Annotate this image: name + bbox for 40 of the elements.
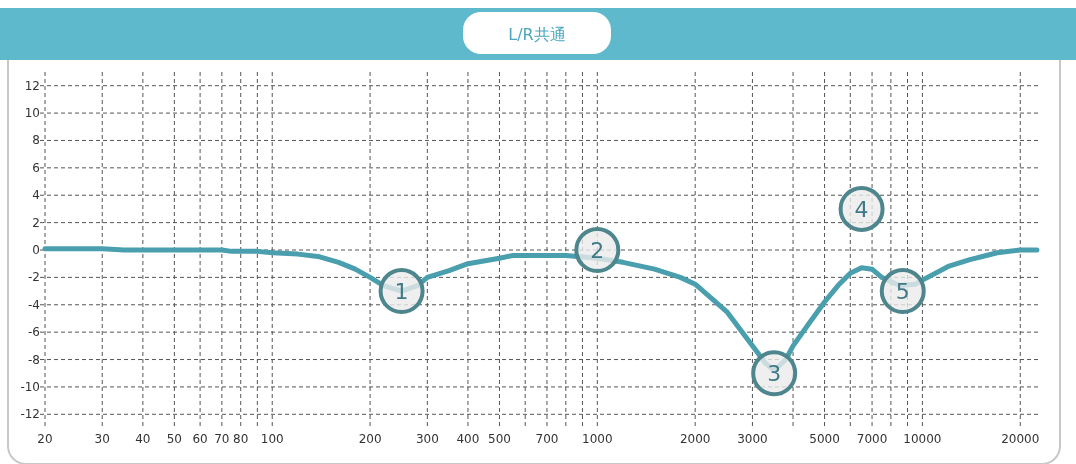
x-tick-label: 20 bbox=[37, 432, 53, 446]
annotation: 3 bbox=[767, 361, 782, 387]
annotation: 1 bbox=[394, 279, 409, 305]
y-tick-label: -8 bbox=[28, 352, 40, 367]
x-tick-label: 50 bbox=[166, 432, 183, 446]
x-tick-label: 500 bbox=[488, 432, 511, 446]
x-tick-label: 3000 bbox=[737, 432, 768, 446]
y-tick-label: -2 bbox=[28, 270, 40, 285]
y-tick-label: 8 bbox=[32, 133, 40, 148]
x-tick-label: 200 bbox=[358, 432, 382, 446]
y-tick-label: -12 bbox=[20, 407, 40, 422]
chart-title: L/R共通 bbox=[508, 25, 566, 44]
x-tick-label: 1000 bbox=[582, 432, 613, 446]
x-tick-label: 40 bbox=[135, 432, 151, 446]
x-tick-label: 70 bbox=[214, 432, 230, 446]
y-tick-label: 4 bbox=[32, 188, 40, 203]
y-tick-label: 0 bbox=[32, 243, 40, 257]
x-tick-label: 10000 bbox=[903, 432, 942, 446]
x-tick-label: 20000 bbox=[1001, 432, 1040, 446]
y-tick-label: -6 bbox=[28, 325, 40, 340]
title: L/R共通 bbox=[463, 12, 611, 54]
annotation: 2 bbox=[590, 238, 605, 263]
y-tick-label: 6 bbox=[32, 160, 40, 175]
annotation: 4 bbox=[854, 196, 869, 222]
x-tick-label: 7000 bbox=[856, 432, 888, 446]
x-tick-label: 5000 bbox=[809, 432, 840, 446]
x-tick-label: 400 bbox=[456, 432, 480, 446]
x-tick-label: 2000 bbox=[679, 432, 711, 446]
annotation: 5 bbox=[895, 279, 910, 305]
y-tick-label: -4 bbox=[28, 297, 40, 312]
y-tick-label: 12 bbox=[24, 78, 40, 93]
y-tick-label: 10 bbox=[24, 106, 40, 121]
x-tick-label: 100 bbox=[260, 432, 284, 446]
x-tick-label: 60 bbox=[192, 432, 208, 446]
x-tick-label: 30 bbox=[94, 432, 110, 446]
x-tick-label: 80 bbox=[233, 432, 249, 446]
x-tick-label: 300 bbox=[415, 432, 439, 446]
y-tick-label: 2 bbox=[32, 215, 40, 230]
x-tick-label: 700 bbox=[535, 432, 559, 446]
y-tick-label: -10 bbox=[20, 379, 40, 394]
